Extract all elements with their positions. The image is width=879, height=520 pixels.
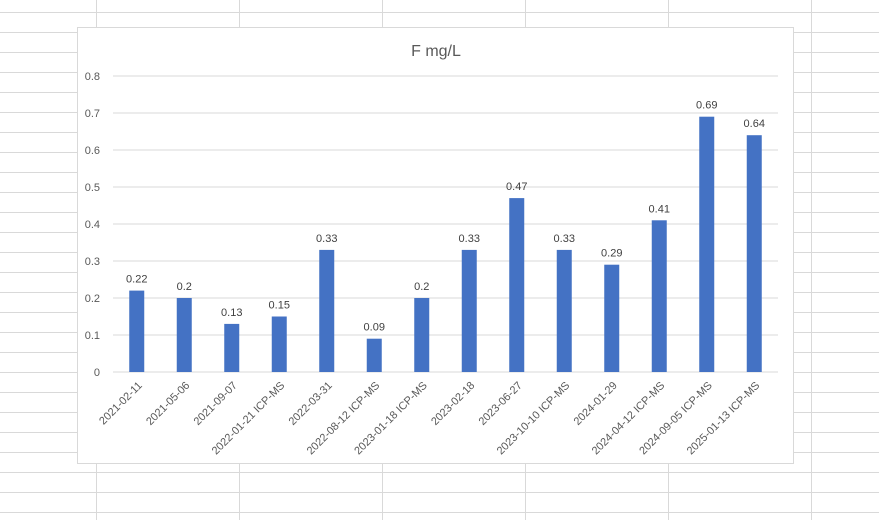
data-label: 0.22 xyxy=(126,274,147,286)
bar[interactable] xyxy=(461,249,477,372)
data-labels: 0.22 0.2 0.13 0.15 0.33 0.09 0.2 0.33 0.47 0.33 0.… xyxy=(126,100,765,334)
y-axis-ticks: 0 0.1 0.2 0.3 0.4 0.5 0.6 0.7 0.8 xyxy=(85,71,100,379)
x-tick-label: 2021-02-11 xyxy=(97,380,145,428)
y-tick-label: 0.3 xyxy=(85,256,100,268)
data-label: 0.33 xyxy=(554,233,575,245)
x-tick-label: 2022-03-31 xyxy=(287,380,335,428)
y-tick-label: 0.5 xyxy=(85,182,100,194)
bar[interactable] xyxy=(604,264,620,372)
bar[interactable] xyxy=(176,298,192,372)
y-tick-label: 0.1 xyxy=(85,330,100,342)
y-tick-label: 0.2 xyxy=(85,293,100,305)
data-label: 0.2 xyxy=(414,281,429,293)
chart-title: F mg/L xyxy=(411,43,461,60)
data-label: 0.15 xyxy=(269,300,290,312)
bar-chart: F mg/L 00.10.20.30.40.50.60.70.8 0.220.2… xyxy=(85,43,778,458)
y-tick-label: 0.6 xyxy=(85,145,100,157)
y-tick-label: 0.4 xyxy=(85,219,100,231)
data-label: 0.33 xyxy=(459,233,480,245)
bar[interactable] xyxy=(699,116,715,372)
data-label: 0.2 xyxy=(177,281,192,293)
x-tick-label: 2023-02-18 xyxy=(429,380,477,428)
gridlines xyxy=(113,75,778,373)
bar[interactable] xyxy=(319,249,335,372)
data-label: 0.09 xyxy=(364,322,385,334)
x-axis-ticks: 2021-02-11 2021-05-06 2021-09-072022-01-21… xyxy=(97,380,762,458)
bar[interactable] xyxy=(651,220,667,372)
y-tick-label: 0.7 xyxy=(85,108,100,120)
x-tick-label: 2021-09-07 xyxy=(192,380,240,428)
data-label: 0.13 xyxy=(221,307,242,319)
chart-area[interactable]: F mg/L 0 0.1 0.2 0.3 0.4 0.5 0.6 0.7 0.8 0.22 0.2… xyxy=(77,27,794,464)
y-tick-label: 0 xyxy=(94,367,100,379)
bar[interactable] xyxy=(556,249,572,372)
data-label: 0.69 xyxy=(696,100,717,112)
x-tick-label: 2024-01-29 xyxy=(572,380,620,428)
data-label: 0.33 xyxy=(316,233,337,245)
data-label: 0.64 xyxy=(744,118,765,130)
x-tick-label: 2021-05-06 xyxy=(144,380,192,428)
data-label: 0.41 xyxy=(649,203,670,215)
bar[interactable] xyxy=(414,298,430,372)
bar[interactable] xyxy=(224,323,240,372)
bar[interactable] xyxy=(271,316,287,373)
bar[interactable] xyxy=(366,338,382,372)
bar[interactable] xyxy=(509,198,525,372)
y-tick-label: 0.8 xyxy=(85,71,100,83)
bar[interactable] xyxy=(129,290,145,372)
bar[interactable] xyxy=(746,135,762,372)
data-label: 0.29 xyxy=(601,248,622,260)
bars xyxy=(129,116,762,373)
data-label: 0.47 xyxy=(506,181,527,193)
x-tick-label: 2023-06-27 xyxy=(477,380,525,428)
